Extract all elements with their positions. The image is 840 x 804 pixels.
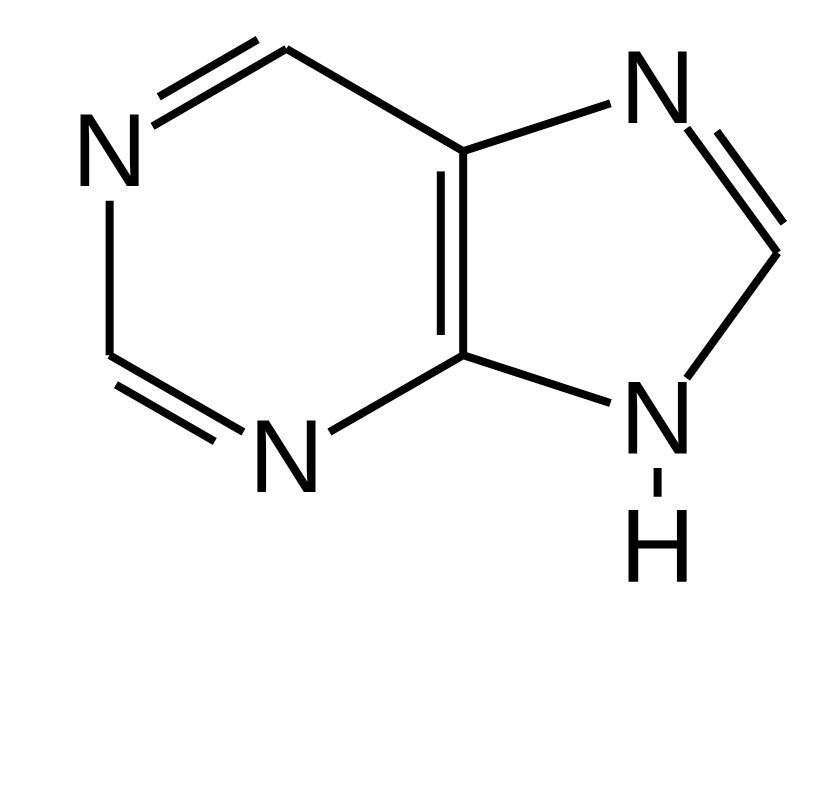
bond-line (286, 49, 463, 151)
bond-line (329, 355, 463, 432)
bond-line (116, 385, 215, 442)
bond-line (463, 355, 610, 403)
purine-structure-diagram: NNNNH (0, 0, 840, 804)
atom-label-N1: N (72, 93, 147, 209)
bond-line (687, 253, 778, 378)
atom-label-N3: N (249, 399, 324, 515)
atom-label-N7: N (620, 30, 695, 146)
atom-label-H9: H (620, 488, 695, 604)
atom-label-N9: N (620, 360, 695, 476)
bond-line (159, 40, 258, 97)
bond-line (463, 103, 610, 151)
